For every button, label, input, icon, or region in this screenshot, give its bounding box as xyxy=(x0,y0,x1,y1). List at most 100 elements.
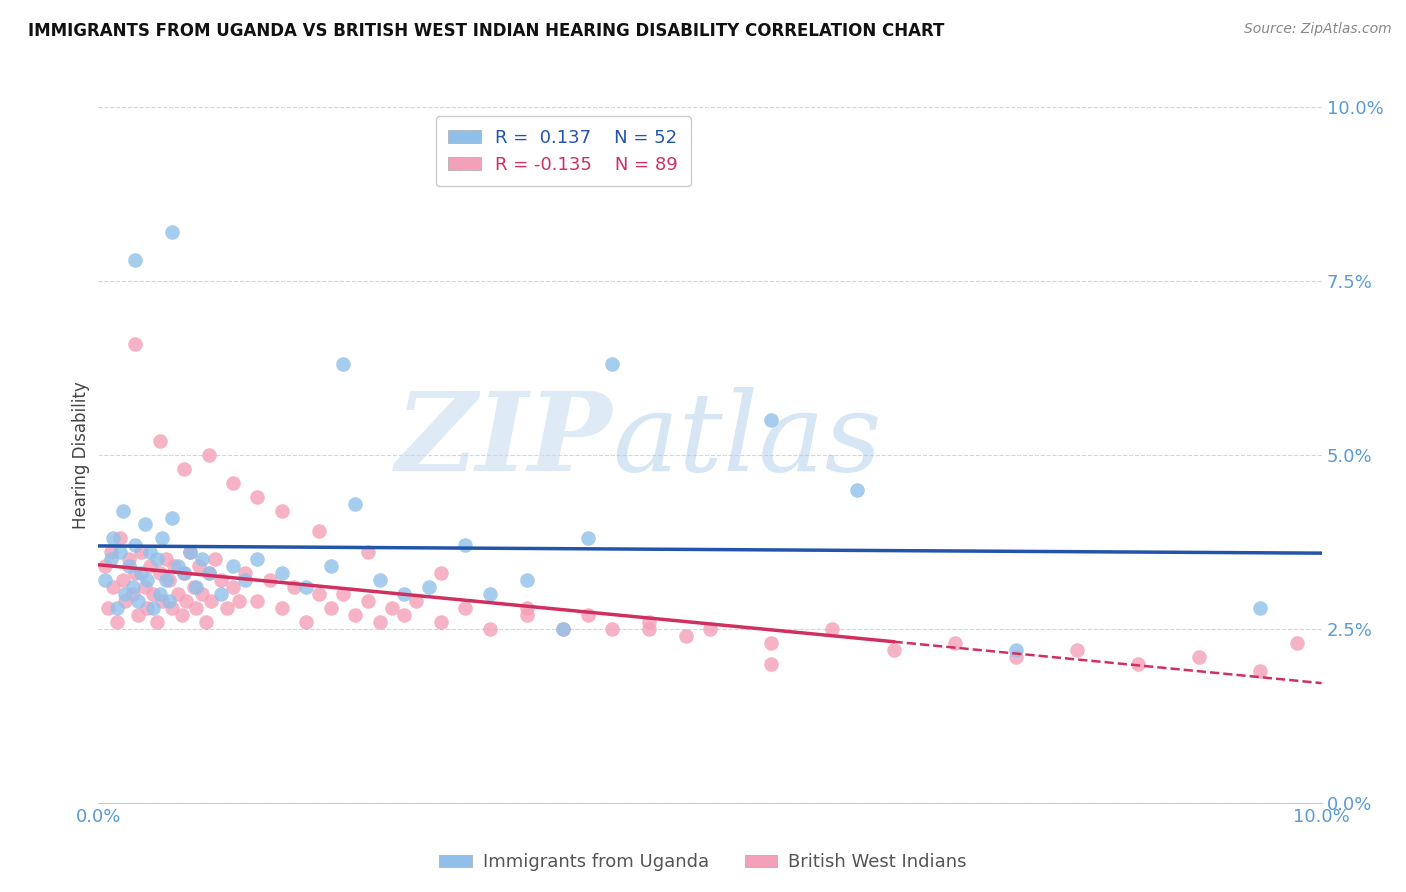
Point xyxy=(1004,649,1026,664)
Point xyxy=(270,566,294,581)
Point xyxy=(110,532,132,546)
Text: atlas: atlas xyxy=(612,387,882,495)
Point xyxy=(170,607,193,622)
Point xyxy=(124,538,146,552)
Point xyxy=(1066,642,1088,657)
Text: ZIP: ZIP xyxy=(395,387,612,495)
Point xyxy=(111,503,134,517)
Point xyxy=(167,559,190,574)
Point xyxy=(699,622,721,636)
Point xyxy=(430,566,453,581)
Point xyxy=(222,559,245,574)
Point xyxy=(121,580,143,594)
Point xyxy=(118,559,141,574)
Point xyxy=(167,587,190,601)
Point xyxy=(576,607,599,622)
Point xyxy=(127,607,149,622)
Y-axis label: Hearing Disability: Hearing Disability xyxy=(72,381,90,529)
Point xyxy=(124,566,146,581)
Point xyxy=(157,594,180,608)
Point xyxy=(418,580,440,594)
Point xyxy=(150,532,173,546)
Point xyxy=(259,573,281,587)
Point xyxy=(430,615,453,629)
Point xyxy=(105,615,128,629)
Point xyxy=(134,517,156,532)
Point xyxy=(368,573,391,587)
Point xyxy=(1286,636,1309,650)
Point xyxy=(283,580,305,594)
Point xyxy=(478,622,501,636)
Point xyxy=(139,545,162,559)
Point xyxy=(149,566,172,581)
Point xyxy=(186,601,208,615)
Point xyxy=(197,566,219,581)
Point xyxy=(270,601,294,615)
Point xyxy=(943,636,966,650)
Point xyxy=(200,594,222,608)
Point xyxy=(761,413,783,427)
Point xyxy=(405,594,427,608)
Point xyxy=(176,594,198,608)
Point xyxy=(163,559,186,574)
Point xyxy=(157,573,180,587)
Point xyxy=(118,552,141,566)
Point xyxy=(1188,649,1211,664)
Point xyxy=(883,642,905,657)
Point xyxy=(553,622,575,636)
Point xyxy=(100,552,122,566)
Point xyxy=(270,503,294,517)
Point xyxy=(478,587,501,601)
Point xyxy=(142,601,165,615)
Point xyxy=(381,601,404,615)
Point xyxy=(124,253,146,268)
Point xyxy=(187,559,209,574)
Point xyxy=(142,587,165,601)
Point xyxy=(516,573,538,587)
Point xyxy=(344,607,367,622)
Point xyxy=(576,532,599,546)
Point xyxy=(127,594,149,608)
Point xyxy=(160,601,183,615)
Point xyxy=(761,657,783,671)
Point xyxy=(368,615,391,629)
Point xyxy=(821,622,844,636)
Point xyxy=(191,552,214,566)
Point xyxy=(136,601,159,615)
Point xyxy=(204,552,226,566)
Point xyxy=(149,587,172,601)
Point xyxy=(150,594,173,608)
Point xyxy=(129,566,152,581)
Text: IMMIGRANTS FROM UGANDA VS BRITISH WEST INDIAN HEARING DISABILITY CORRELATION CHA: IMMIGRANTS FROM UGANDA VS BRITISH WEST I… xyxy=(28,22,945,40)
Point xyxy=(197,448,219,462)
Point xyxy=(600,622,623,636)
Point xyxy=(1250,601,1272,615)
Point xyxy=(319,601,342,615)
Point xyxy=(209,587,232,601)
Point xyxy=(93,573,115,587)
Point xyxy=(516,601,538,615)
Point xyxy=(295,580,318,594)
Point xyxy=(173,462,195,476)
Legend: Immigrants from Uganda, British West Indians: Immigrants from Uganda, British West Ind… xyxy=(432,847,974,879)
Point xyxy=(332,587,354,601)
Point xyxy=(1128,657,1150,671)
Point xyxy=(454,538,477,552)
Point xyxy=(295,615,318,629)
Point xyxy=(233,573,256,587)
Point xyxy=(139,559,162,574)
Point xyxy=(173,566,195,581)
Point xyxy=(246,552,269,566)
Point xyxy=(155,552,177,566)
Point xyxy=(638,615,661,629)
Point xyxy=(146,552,169,566)
Point xyxy=(93,559,115,574)
Point xyxy=(160,225,183,239)
Point xyxy=(233,566,256,581)
Point xyxy=(344,497,367,511)
Point xyxy=(516,607,538,622)
Point xyxy=(160,510,183,524)
Point xyxy=(308,587,330,601)
Point xyxy=(191,587,214,601)
Point xyxy=(1250,664,1272,678)
